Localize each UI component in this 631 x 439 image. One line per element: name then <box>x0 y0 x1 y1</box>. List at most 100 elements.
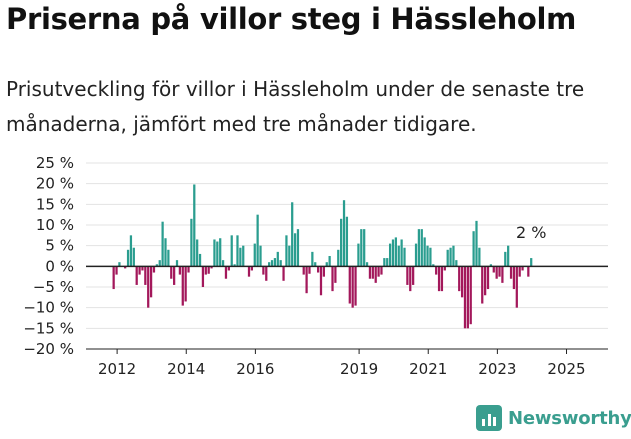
bar <box>463 266 467 329</box>
bar <box>374 266 377 283</box>
newsworthy-logo[interactable]: Newsworthy <box>476 405 631 431</box>
y-tick-label: 0 % <box>45 257 74 275</box>
bar <box>164 238 167 267</box>
bar <box>210 266 213 269</box>
bar <box>368 266 372 279</box>
brand-name: Newsworthy <box>508 407 631 429</box>
bar <box>380 266 383 275</box>
bar <box>227 266 230 271</box>
chart-subtitle: Prisutveckling för villor i Hässleholm u… <box>6 77 585 136</box>
bar <box>452 245 455 267</box>
bar <box>129 235 133 267</box>
bar <box>478 247 481 267</box>
bar <box>305 266 308 294</box>
bar <box>155 264 158 267</box>
bar <box>270 260 274 267</box>
bar <box>360 229 363 267</box>
bar <box>414 243 418 267</box>
bars <box>112 184 533 329</box>
y-axis-labels: −20 % −15 % −10 % −5 % 0 % 5 % 10 % 15 % 20 % 25 … <box>23 154 74 358</box>
bar <box>530 258 533 267</box>
y-tick-label: 25 % <box>36 154 74 172</box>
bar <box>501 266 504 283</box>
bar <box>397 245 400 267</box>
bar <box>296 229 300 267</box>
bar <box>412 266 415 285</box>
bar <box>426 245 429 267</box>
newsworthy-logo-icon <box>476 405 502 431</box>
bar <box>449 247 452 267</box>
bar <box>342 200 346 267</box>
bar <box>420 229 423 267</box>
chart-title: Priserna på villor steg i Hässleholm <box>6 2 577 36</box>
bar <box>213 239 216 267</box>
bar <box>484 266 487 296</box>
y-tick-label: 10 % <box>36 216 74 234</box>
bar <box>149 266 153 298</box>
bar <box>403 247 406 267</box>
bar <box>230 235 233 267</box>
bar <box>507 245 510 267</box>
bar <box>175 260 179 267</box>
x-tick-label: 2021 <box>409 360 447 378</box>
bar <box>201 266 205 287</box>
bar <box>458 266 461 292</box>
bar <box>357 243 360 267</box>
bar <box>446 249 449 267</box>
bar <box>311 251 314 267</box>
bar <box>161 221 164 267</box>
bar <box>328 256 331 267</box>
y-tick-label: −15 % <box>23 319 74 337</box>
bar <box>288 245 291 267</box>
bar <box>314 262 317 267</box>
bar <box>334 266 337 283</box>
y-tick-label: 15 % <box>36 195 74 213</box>
bar <box>518 266 521 277</box>
bar <box>181 266 184 306</box>
bar <box>460 266 464 298</box>
bar <box>256 214 259 267</box>
bar <box>509 266 513 279</box>
bar <box>293 233 297 267</box>
bar <box>400 239 403 267</box>
bar <box>472 231 475 267</box>
bar <box>432 264 435 267</box>
bar <box>377 266 380 277</box>
bar <box>388 243 392 267</box>
bar <box>406 266 409 285</box>
bar <box>196 239 199 267</box>
bar <box>351 266 354 308</box>
bar <box>345 216 349 267</box>
bar <box>383 258 386 267</box>
bar <box>204 266 207 275</box>
bar <box>184 266 187 302</box>
bar <box>124 266 127 269</box>
bar <box>190 218 193 267</box>
bar <box>141 266 144 271</box>
bar <box>417 229 421 267</box>
bar <box>198 253 202 267</box>
bar <box>498 266 501 277</box>
x-tick-label: 2019 <box>340 360 378 378</box>
bar <box>308 266 311 274</box>
bar <box>443 266 446 271</box>
x-tick-label: 2023 <box>478 360 516 378</box>
bar <box>435 266 438 275</box>
x-tick-label: 2014 <box>167 360 205 378</box>
bar <box>409 266 412 292</box>
bar <box>440 266 444 292</box>
y-tick-label: 5 % <box>45 237 74 255</box>
bar <box>469 266 472 325</box>
bar <box>268 262 271 267</box>
bar <box>233 264 236 267</box>
latest-value-annotation: 2 % <box>516 223 546 242</box>
bar <box>112 266 115 290</box>
bar <box>527 266 530 277</box>
bar <box>365 262 369 267</box>
bar <box>354 266 357 306</box>
bar <box>265 266 268 281</box>
bar <box>158 260 161 267</box>
bar <box>250 266 254 271</box>
bar <box>512 266 516 290</box>
x-tick-label: 2025 <box>547 360 585 378</box>
